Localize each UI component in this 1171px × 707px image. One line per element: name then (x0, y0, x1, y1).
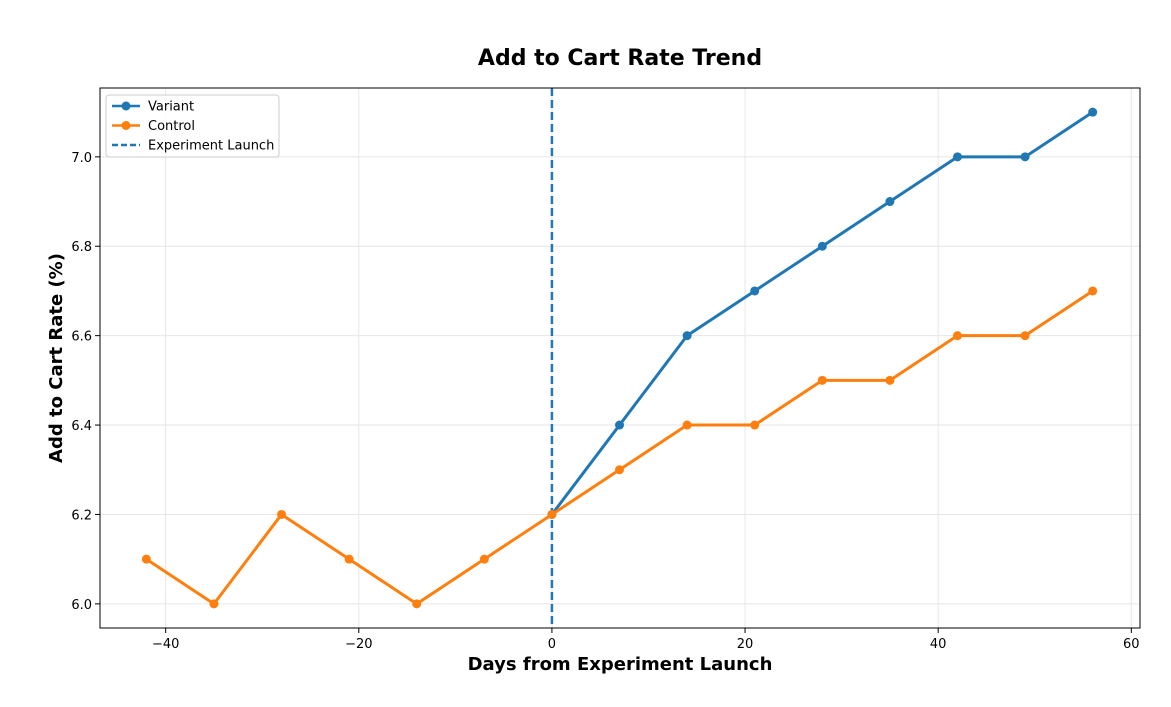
control-point (750, 420, 760, 430)
control-point (141, 554, 151, 564)
y-tick-label: 6.8 (71, 240, 92, 255)
control-point (817, 375, 827, 385)
y-axis-label: Add to Cart Rate (%) (46, 253, 67, 463)
variant-point (750, 286, 760, 296)
plot-frame (99, 87, 1141, 629)
legend-box (105, 94, 280, 158)
y-tick-label: 6.2 (71, 508, 92, 523)
control-point (1088, 286, 1098, 296)
chart-title: Add to Cart Rate Trend (478, 46, 762, 71)
control-point (277, 509, 287, 519)
x-axis-label: Days from Experiment Launch (468, 654, 773, 675)
legend-label-experiment-launch: Experiment Launch (148, 139, 274, 154)
control-point (479, 554, 489, 564)
variant-point (885, 197, 895, 207)
variant-point (1020, 152, 1030, 162)
x-tick-label: −40 (152, 637, 179, 652)
legend-label-control: Control (148, 119, 195, 134)
variant-point (615, 420, 625, 430)
control-line (145, 289, 1094, 606)
legend-marker-control (121, 121, 131, 130)
variant-point (682, 331, 692, 341)
x-tick-label: −20 (345, 637, 372, 652)
x-tick-label: 40 (930, 637, 947, 652)
y-tick-label: 6.4 (71, 419, 92, 434)
x-tick-label: 20 (737, 637, 754, 652)
variant-point (952, 152, 962, 162)
variant-point (1088, 107, 1098, 117)
legend: Variant Control Experiment Launch (105, 94, 280, 158)
control-point (885, 375, 895, 385)
control-point (615, 465, 625, 475)
legend-marker-variant (121, 101, 131, 111)
control-point (1020, 331, 1030, 341)
variant-point (817, 241, 827, 251)
y-tick-label: 6.6 (71, 330, 92, 345)
variant-line (550, 110, 1094, 516)
legend-label-variant: Variant (148, 100, 194, 115)
y-tick-label: 7.0 (71, 151, 92, 166)
control-point (412, 599, 422, 609)
x-tick-label: 60 (1123, 637, 1140, 652)
axis-ticks: −40 −20 0 20 40 60 6.0 6.2 6.4 6.6 6.8 7.0 (71, 151, 1139, 652)
control-point (209, 599, 219, 609)
control-point (952, 331, 962, 341)
x-tick-label: 0 (548, 637, 556, 652)
control-point (547, 509, 557, 519)
plot-marks (141, 88, 1098, 628)
y-tick-label: 6.0 (71, 598, 92, 613)
control-point (682, 420, 692, 430)
control-point (344, 554, 354, 564)
